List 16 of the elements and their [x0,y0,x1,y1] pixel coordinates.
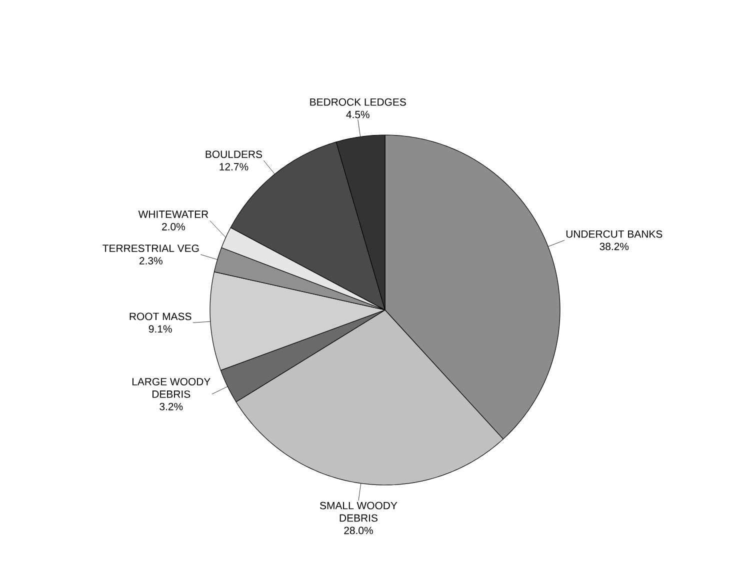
data-label: 2.0% [162,223,185,230]
data-label: 12.7% [220,163,248,170]
data-label: 38.2% [600,242,629,250]
slice-label: WHITEWATER [138,210,208,218]
data-label: 2.3% [140,257,162,264]
slice-label: UNDERCUT BANKS [566,230,662,238]
data-label: 28.0% [344,526,373,534]
slice-label: BOULDERS [206,150,262,158]
slice-label: TERRESTRIAL VEG [102,244,199,252]
slice-label: ROOT MASS [130,312,192,320]
slice-label: SMALL WOODY DEBRIS [320,502,398,522]
slice-label: BEDROCK LEDGES [310,98,406,106]
data-label: 9.1% [148,325,172,333]
data-label: 3.2% [160,402,183,410]
slice-label: LARGE WOODY DEBRIS [132,378,210,398]
data-label: 4.5% [346,110,370,118]
